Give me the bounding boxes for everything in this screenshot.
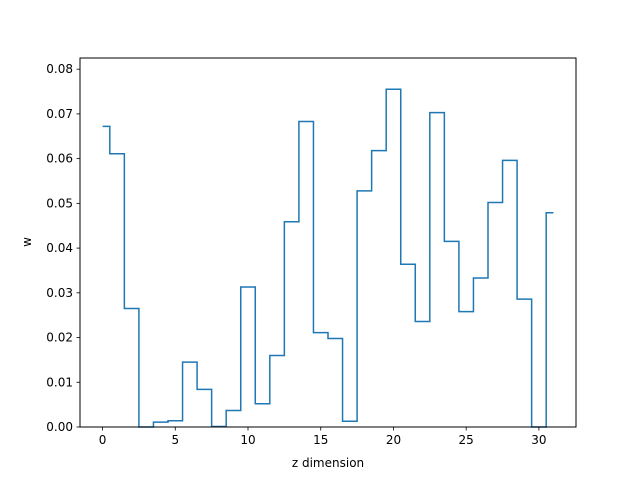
y-tick-label: 0.04 xyxy=(46,241,73,255)
x-tick-label: 15 xyxy=(313,433,328,447)
plot-area xyxy=(80,58,576,427)
chart-marks xyxy=(102,88,554,428)
x-tick-label: 20 xyxy=(386,433,401,447)
y-axis-label: w xyxy=(20,237,34,247)
y-tick-label: 0.05 xyxy=(46,196,73,210)
x-tick-label: 5 xyxy=(171,433,179,447)
x-tick-label: 25 xyxy=(459,433,474,447)
x-axis-ticks: 0 5 10 15 20 25 30 xyxy=(99,427,547,447)
x-tick-label: 30 xyxy=(531,433,546,447)
y-tick-label: 0.07 xyxy=(46,107,73,121)
y-axis-ticks: 0.00 0.01 0.02 0.03 0.04 0.05 0.06 0.07 0.08 xyxy=(46,62,80,434)
y-tick-label: 0.00 xyxy=(46,420,73,434)
y-tick-label: 0.08 xyxy=(46,62,73,76)
plot-frame xyxy=(79,57,577,428)
series-line xyxy=(102,88,554,428)
y-tick-label: 0.02 xyxy=(46,331,73,345)
x-axis-label: z dimension xyxy=(292,456,364,470)
x-tick-label: 10 xyxy=(240,433,255,447)
x-tick-label: 0 xyxy=(99,433,107,447)
y-tick-label: 0.01 xyxy=(46,375,73,389)
y-tick-label: 0.03 xyxy=(46,286,73,300)
y-tick-label: 0.06 xyxy=(46,152,73,166)
